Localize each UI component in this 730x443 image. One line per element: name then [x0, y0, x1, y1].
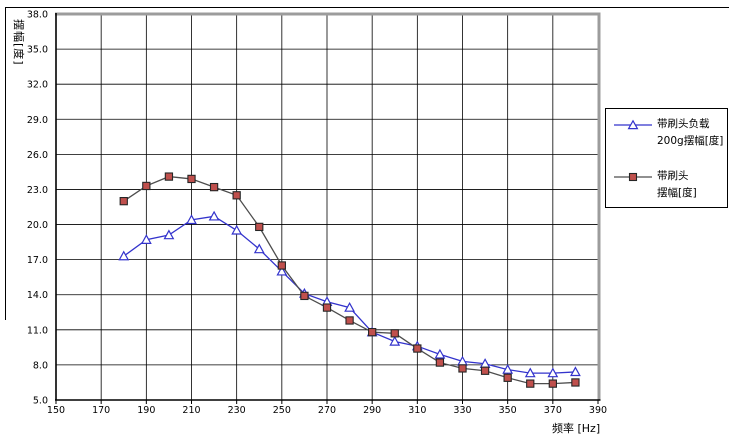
- series-2-marker-square: [413, 344, 422, 353]
- series-2-marker-square: [548, 379, 557, 388]
- series-2-marker-square: [322, 303, 332, 312]
- y-tick-label: 14.0: [27, 290, 48, 301]
- series-1-marker-triangle: [163, 229, 175, 240]
- series-2-marker-square: [390, 329, 399, 338]
- series-2-marker-square: [435, 358, 445, 367]
- y-tick-label: 8.0: [33, 360, 48, 371]
- legend-sample-series1: [614, 119, 652, 130]
- series-1-marker-triangle: [570, 366, 581, 377]
- series-2-marker-square: [209, 182, 219, 192]
- series-1-marker-triangle: [140, 234, 152, 244]
- y-tick-label: 17.0: [27, 255, 48, 266]
- legend-sample-series2: [614, 172, 652, 182]
- legend-label-series1: 带刷头负载 200g摆幅[度]: [657, 116, 723, 150]
- series-1-marker-triangle: [186, 214, 197, 225]
- x-tick-label: 170: [92, 405, 110, 416]
- legend-label-series2: 带刷头 摆幅[度]: [657, 168, 697, 202]
- x-tick-label: 270: [318, 405, 336, 416]
- series-2-marker-square: [300, 291, 309, 301]
- window-border-top: [5, 7, 729, 8]
- series-2-marker-square: [458, 364, 467, 373]
- y-tick-label: 32.0: [27, 80, 48, 91]
- series-1-marker-triangle: [276, 265, 288, 276]
- series-2-marker-square: [277, 261, 286, 270]
- y-axis-title: 摆幅[度]: [12, 19, 25, 66]
- series-1-marker-triangle: [389, 335, 401, 346]
- legend-label-series2-line1: 带刷头: [657, 170, 689, 182]
- legend-entry-series1: 带刷头负载 200g摆幅[度]: [613, 116, 723, 150]
- series-2-marker-square: [345, 316, 354, 325]
- series-2-marker-square: [480, 366, 490, 375]
- y-tick-label: 38.0: [27, 10, 48, 21]
- y-tick-label: 26.0: [27, 150, 48, 161]
- series-2-marker-square: [187, 174, 196, 184]
- x-tick-label: 190: [137, 405, 155, 416]
- legend-entry-series2: 带刷头 摆幅[度]: [613, 168, 697, 202]
- y-tick-label: 20.0: [27, 220, 48, 231]
- x-tick-label: 230: [228, 405, 246, 416]
- x-axis-title: 频率 [Hz]: [552, 422, 601, 435]
- x-tick-label: 150: [47, 405, 65, 416]
- x-tick-label: 370: [544, 405, 562, 416]
- series-1-marker-triangle: [231, 224, 243, 235]
- x-tick-label: 330: [453, 405, 471, 416]
- x-tick-label: 350: [499, 405, 517, 416]
- series-2-marker-square: [142, 181, 151, 191]
- y-tick-label: 29.0: [27, 115, 48, 126]
- x-tick-label: 210: [182, 405, 200, 416]
- legend-label-series2-line2: 摆幅[度]: [657, 186, 697, 199]
- series-2-marker-square: [164, 172, 174, 181]
- series-2-marker-square: [368, 328, 377, 337]
- series-2-marker-square: [503, 373, 512, 382]
- series-2-marker-square: [255, 222, 264, 232]
- series-1-marker-triangle: [118, 250, 130, 261]
- legend-triangle-icon: [627, 119, 639, 130]
- series-2-marker-square: [232, 191, 241, 200]
- series-2-marker-square: [119, 197, 128, 206]
- x-tick-label: 290: [363, 405, 381, 416]
- series-1-marker-triangle: [547, 367, 559, 378]
- legend-label-series1-line2: 200g摆幅[度]: [657, 134, 724, 147]
- series-1-marker-triangle: [434, 348, 446, 359]
- series-1-marker-triangle: [502, 363, 514, 374]
- series-2-marker-square: [526, 379, 535, 388]
- legend-label-series1-line1: 带刷头负载: [657, 118, 710, 130]
- y-tick-label: 23.0: [27, 185, 48, 196]
- series-1-marker-triangle: [344, 301, 355, 312]
- legend-square-icon: [628, 172, 638, 182]
- legend: 带刷头负载 200g摆幅[度] 带刷头 摆幅[度]: [605, 108, 728, 208]
- series-1-marker-triangle: [253, 243, 265, 254]
- x-tick-label: 310: [408, 405, 426, 416]
- series-2-marker-square: [571, 378, 580, 387]
- window-border-left: [5, 7, 6, 320]
- y-tick-label: 35.0: [27, 45, 48, 56]
- y-tick-label: 11.0: [27, 325, 48, 336]
- x-tick-label: 390: [589, 405, 607, 416]
- x-tick-label: 250: [273, 405, 291, 416]
- series-1-marker-triangle: [524, 367, 536, 378]
- y-tick-label: 5.0: [33, 396, 48, 407]
- series-1-marker-triangle: [208, 210, 220, 221]
